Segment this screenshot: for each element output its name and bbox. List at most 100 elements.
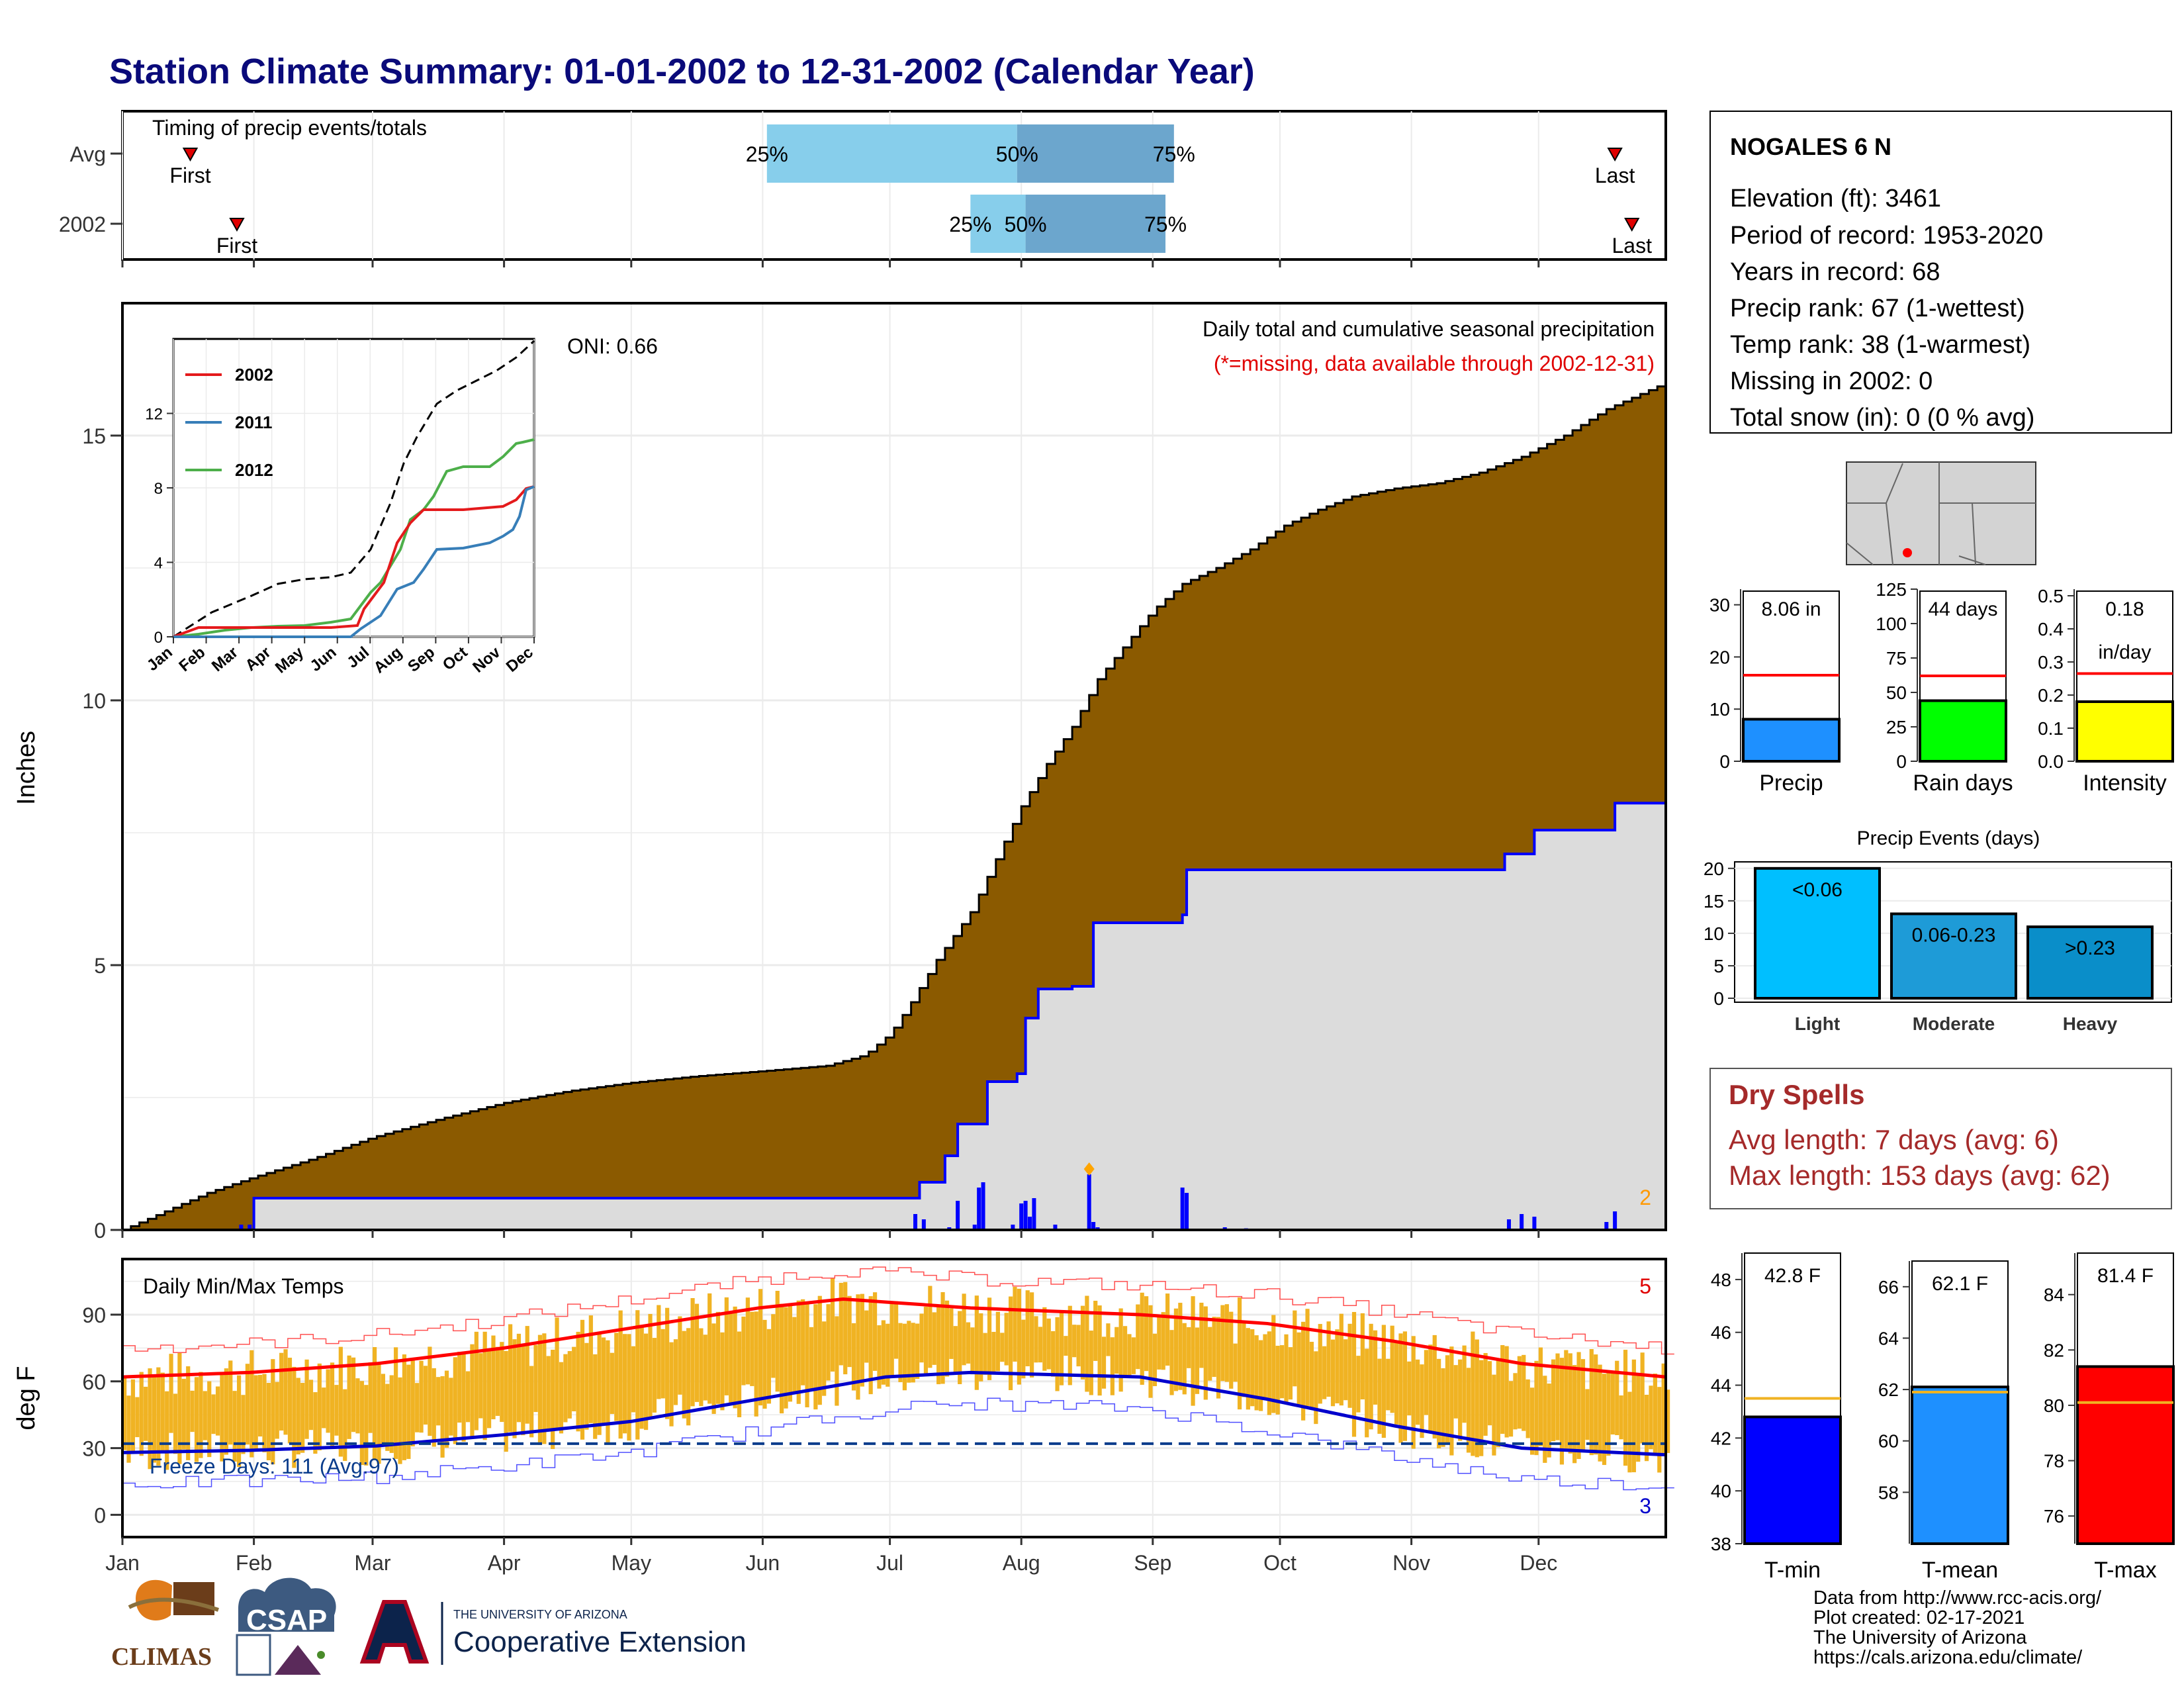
- daily-temp-bar: [979, 1313, 983, 1382]
- daily-temp-bar: [644, 1333, 649, 1430]
- daily-temp-bar: [766, 1329, 772, 1404]
- timing-panel-label: Timing of precip events/totals: [152, 116, 427, 140]
- footer: CLIMAS CSAP THE UNIVERSITY OF ARIZONA Co…: [111, 1577, 2102, 1676]
- summary-bar-label: Intensity: [2083, 771, 2167, 796]
- daily-temp-bar: [415, 1383, 420, 1432]
- daily-temp-bar: [160, 1372, 165, 1453]
- daily-temp-bar: [847, 1295, 852, 1368]
- daily-temp-bar: [835, 1316, 839, 1406]
- daily-temp-bar: [1152, 1333, 1158, 1387]
- daily-temp-bar: [308, 1380, 314, 1430]
- last-event-marker: [1624, 218, 1640, 232]
- daily-temp-bar: [211, 1394, 216, 1434]
- daily-temp-bar: [428, 1346, 432, 1436]
- daily-precip-bar: [972, 1225, 977, 1230]
- page-title: Station Climate Summary: 01-01-2002 to 1…: [109, 52, 1255, 91]
- daily-temp-bar: [394, 1347, 398, 1459]
- summary-tick-label: 30: [1709, 595, 1730, 616]
- daily-temp-bar: [839, 1282, 843, 1366]
- daily-temp-bar: [657, 1305, 661, 1399]
- daily-temp-bar: [593, 1354, 598, 1439]
- daily-temp-bar: [1301, 1321, 1306, 1421]
- daily-temp-bar: [1093, 1301, 1098, 1361]
- temp-panel-label: Daily Min/Max Temps: [143, 1274, 343, 1298]
- daily-temp-bar: [678, 1316, 682, 1395]
- daily-temp-bar: [512, 1339, 517, 1438]
- summary-value-label: 0.18: [2105, 598, 2144, 620]
- inset-legend-label: 2002: [235, 365, 273, 385]
- daily-temp-bar: [199, 1372, 203, 1458]
- daily-temp-bar: [317, 1363, 322, 1450]
- daily-temp-bar: [1551, 1359, 1556, 1442]
- daily-temp-bar: [1224, 1304, 1229, 1382]
- daily-temp-bar: [1483, 1352, 1488, 1436]
- daily-temp-bar: [1263, 1334, 1267, 1399]
- oni-label: ONI: 0.66: [567, 334, 658, 358]
- daily-precip-bar: [1532, 1217, 1537, 1230]
- daily-temp-bar: [1529, 1387, 1535, 1455]
- month-label: Jun: [746, 1551, 780, 1575]
- daily-temp-bar: [482, 1331, 487, 1440]
- daily-temp-bar: [432, 1368, 436, 1447]
- daily-temp-bar: [296, 1378, 300, 1455]
- inset-legend-label: 2012: [235, 460, 273, 480]
- daily-temp-bar: [610, 1352, 614, 1415]
- daily-temp-bar: [1254, 1335, 1259, 1411]
- daily-temp-bar: [1487, 1361, 1492, 1426]
- csap-logo-text: CSAP: [246, 1604, 327, 1636]
- daily-temp-bar: [940, 1291, 945, 1384]
- temperature-panel: 0 30 60 90 Jan Feb Mar Apr May Jun Jul Aug Sep Oct No…: [13, 1258, 1674, 1575]
- summary-value-label: 44 days: [1928, 598, 1997, 620]
- events-tick-label: 5: [1713, 956, 1724, 976]
- daily-temp-bar: [525, 1326, 529, 1424]
- daily-precip-bar: [913, 1214, 918, 1230]
- daily-temp-bar: [958, 1311, 962, 1385]
- daily-temp-bar: [1653, 1374, 1657, 1455]
- extreme-precip-marker: [1083, 1162, 1095, 1176]
- daily-temp-bar: [826, 1304, 831, 1381]
- daily-precip-bar: [1032, 1198, 1036, 1230]
- daily-temp-bar: [1004, 1313, 1009, 1366]
- tmax-average-line: [122, 1297, 1666, 1379]
- daily-temp-bar: [1466, 1368, 1471, 1453]
- temperature-summary-charts: 38 40 42 44 46 48 42.8 F T-min 58 60 62 64 66 62.1 F T…: [1711, 1252, 2175, 1583]
- daily-temp-bar: [334, 1385, 339, 1436]
- daily-temp-bar: [682, 1331, 686, 1419]
- daily-temp-bar: [1462, 1345, 1467, 1423]
- daily-temp-bar: [287, 1358, 293, 1444]
- daily-temp-bar: [322, 1387, 326, 1429]
- daily-precip-bar: [1087, 1174, 1091, 1230]
- daily-temp-bar: [1407, 1361, 1412, 1416]
- month-label: Sep: [1134, 1551, 1171, 1575]
- daily-precip-bar: [1185, 1193, 1189, 1230]
- daily-precip-bar: [1604, 1222, 1609, 1230]
- precip-tick-label: 15: [82, 424, 106, 448]
- daily-temp-bar: [1606, 1372, 1611, 1456]
- daily-temp-bar: [737, 1331, 742, 1417]
- daily-temp-bar: [419, 1360, 424, 1433]
- freeze-days-label: Freeze Days: 111 (Avg:97): [150, 1454, 399, 1478]
- daily-precip-bar: [1091, 1222, 1096, 1230]
- timing-bar-50-75: [1025, 195, 1166, 253]
- temp-summary-tick-label: 60: [1878, 1431, 1899, 1452]
- daily-temp-bar: [1008, 1296, 1013, 1391]
- daily-temp-bar: [1627, 1391, 1632, 1473]
- daily-precip-bar: [1613, 1211, 1617, 1230]
- inset-tick-label: 12: [145, 406, 163, 424]
- precip-corner-count: 2: [1639, 1186, 1651, 1209]
- summary-tick-label: 25: [1886, 717, 1907, 737]
- daily-temp-bar: [1636, 1376, 1641, 1462]
- daily-temp-bar: [1085, 1295, 1089, 1392]
- daily-temp-bar: [817, 1295, 822, 1405]
- daily-precip-bar: [977, 1188, 981, 1230]
- daily-temp-bar: [1666, 1389, 1670, 1454]
- summary-tick-label: 75: [1886, 648, 1907, 669]
- daily-temp-bar: [1381, 1325, 1386, 1438]
- hot-day-count: 5: [1639, 1274, 1651, 1298]
- daily-temp-bar: [1051, 1331, 1056, 1377]
- summary-tick-label: 0.0: [2038, 751, 2064, 772]
- summary-bar: [1742, 718, 1841, 763]
- daily-temp-bar: [1046, 1318, 1051, 1370]
- daily-temp-bar: [707, 1293, 712, 1404]
- summary-tick-label: 0.3: [2038, 652, 2064, 673]
